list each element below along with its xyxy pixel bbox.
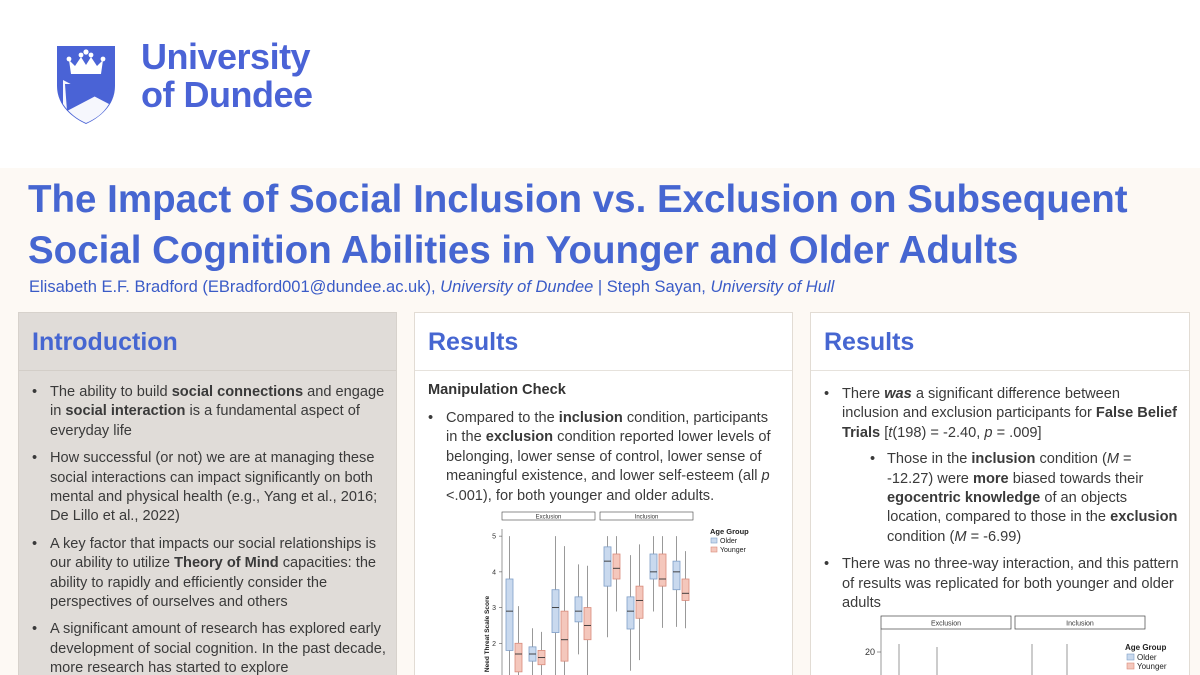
- box: [514, 642, 523, 673]
- legend-swatch: [1126, 662, 1135, 670]
- introduction-heading: Introduction: [32, 328, 178, 356]
- box: [505, 578, 514, 651]
- intro-bullet-4: A significant amount of research has exp…: [31, 620, 389, 675]
- box: [574, 596, 583, 623]
- intro-bullet-3: A key factor that impacts our social rel…: [31, 535, 389, 613]
- manipulation-check-heading: Manipulation Check: [428, 382, 566, 398]
- box: [658, 553, 667, 587]
- false-belief-boxplot: Exclusion Inclusion 20 Age GroupOlderYounge…: [865, 615, 1167, 675]
- y-axis-label: Need Threat Scale Score: [484, 596, 491, 673]
- author-1: Elisabeth E.F. Bradford (EBradford001@du…: [29, 278, 441, 296]
- legend-entry: Older: [1137, 653, 1157, 662]
- intro-bullet-1: The ability to build social connections …: [31, 383, 389, 441]
- introduction-divider: [19, 370, 396, 371]
- box: [583, 607, 592, 641]
- university-line-2: of Dundee: [141, 74, 313, 115]
- facet-strip: [1014, 615, 1146, 630]
- need-threat-boxplot: ExclusionInclusion12345Need Threat Scale…: [484, 511, 749, 675]
- box: [626, 596, 635, 630]
- y-tick-label: 5: [492, 534, 496, 541]
- box: [612, 553, 621, 580]
- university-wordmark: University of Dundee: [141, 38, 313, 114]
- legend-swatch: [710, 537, 718, 544]
- legend-title: Age Group: [710, 527, 749, 536]
- legend-entry: Older: [720, 538, 738, 545]
- facet-strip: [880, 615, 1012, 630]
- legend-swatch: [1126, 653, 1135, 661]
- y-tick-label: 20: [865, 647, 875, 657]
- results-2-sub-bullet: Those in the inclusion condition (M = -1…: [869, 450, 1179, 547]
- affiliation-2: University of Hull: [710, 278, 835, 296]
- legend-title: Age Group: [1125, 643, 1166, 652]
- box: [635, 585, 644, 619]
- author-2: | Steph Sayan,: [593, 278, 711, 296]
- legend-entry: Younger: [720, 547, 746, 554]
- results-2-heading: Results: [824, 328, 915, 356]
- box: [560, 610, 569, 662]
- results-1-bullet: Compared to the inclusion condition, par…: [427, 409, 779, 506]
- introduction-bullets: The ability to build social connections …: [31, 383, 389, 675]
- box: [603, 546, 612, 587]
- legend-swatch: [710, 546, 718, 553]
- facet-label: Exclusion: [931, 621, 961, 628]
- y-tick-label: 2: [492, 641, 496, 648]
- results-2-bullet-1: There was a significant difference betwe…: [823, 385, 1179, 547]
- facet-strip: [599, 511, 694, 521]
- results-1-bullets: Compared to the inclusion condition, par…: [427, 409, 779, 514]
- poster-title: The Impact of Social Inclusion vs. Exclu…: [28, 178, 1128, 272]
- y-tick-label: 4: [492, 569, 496, 576]
- results-2-sub-bullets: Those in the inclusion condition (M = -1…: [869, 450, 1179, 547]
- results-1-divider: [415, 370, 792, 371]
- introduction-panel: Introduction The ability to build social…: [18, 312, 397, 675]
- facet-label: Inclusion: [1066, 621, 1094, 628]
- box: [672, 560, 681, 591]
- author-line: Elisabeth E.F. Bradford (EBradford001@du…: [29, 278, 834, 297]
- y-tick-label: 3: [492, 605, 496, 612]
- results-2-divider: [811, 370, 1189, 371]
- box: [649, 553, 658, 580]
- facet-strip: [501, 511, 596, 521]
- facet-label: Inclusion: [635, 515, 659, 521]
- university-line-1: University: [141, 36, 311, 77]
- facet-label: Exclusion: [536, 515, 562, 521]
- results-2-bullet-2: There was no three-way interaction, and …: [823, 555, 1179, 613]
- affiliation-1: University of Dundee: [440, 278, 594, 296]
- university-shield-icon: [57, 46, 115, 124]
- header-band: [0, 0, 1200, 168]
- results-panel-1: Results Manipulation Check Compared to t…: [414, 312, 793, 675]
- box: [681, 578, 690, 601]
- results-panel-2: Results There was a significant differen…: [810, 312, 1190, 675]
- legend-entry: Younger: [1137, 662, 1167, 671]
- results-1-heading: Results: [428, 328, 519, 356]
- results-2-bullets: There was a significant difference betwe…: [823, 385, 1179, 621]
- intro-bullet-2: How successful (or not) we are at managi…: [31, 449, 389, 527]
- box: [551, 589, 560, 633]
